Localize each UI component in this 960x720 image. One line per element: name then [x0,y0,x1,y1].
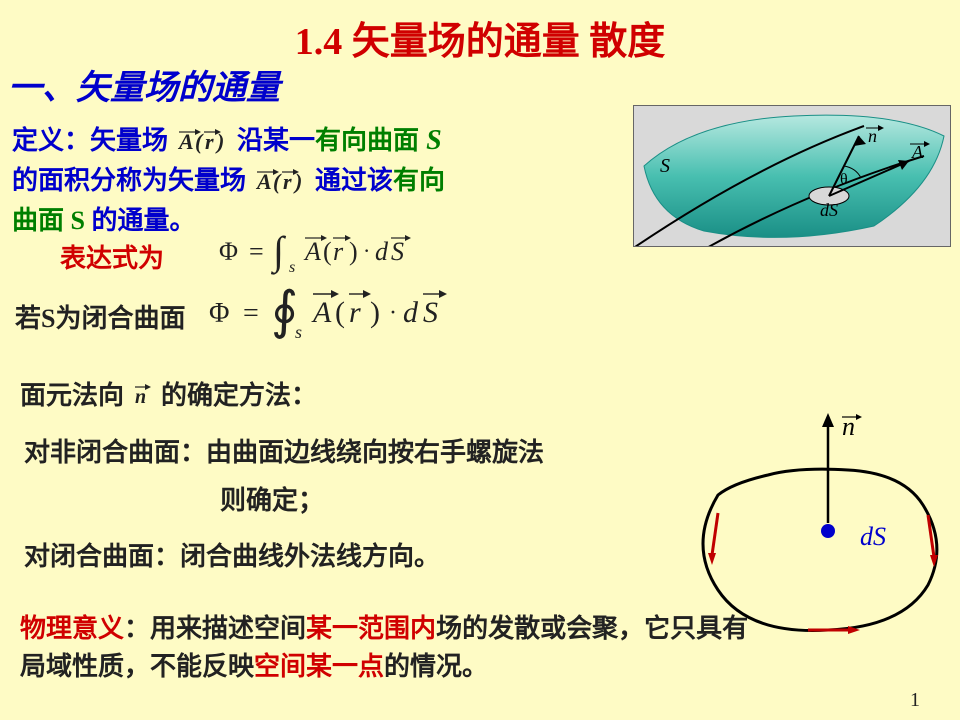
svg-text:S: S [391,237,404,266]
vec-a-r-2: A(r) [253,165,309,202]
normal-method-line: 面元法向 n 的确定方法： [20,375,317,416]
phys-line2c: 的情况。 [384,652,488,681]
page-title: 1.4 矢量场的通量 散度 [0,10,960,65]
fig1-label-n: n [868,126,877,146]
surface-letter-1: S [419,125,442,156]
definition-line-1: 定义：矢量场 A(r) 沿某一有向曲面 S [12,120,442,162]
closed-surface-label: 若S为闭合曲面 [15,298,185,335]
svg-text:A: A [303,237,321,266]
fig1-label-ds: dS [820,200,838,220]
def-prefix: 定义： [12,126,90,155]
fig2-label-ds: dS [860,522,886,551]
def-line2-b: 矢量场 [168,166,246,195]
open-surface-rule-1: 对非闭合曲面：由曲面边线绕向按右手螺旋法 [24,432,544,469]
def-line2-c: 通过该 [315,166,393,195]
flux-closed-integral: Φ = ∮ s A ( r ) · d S [205,280,485,344]
svg-text:S: S [423,296,438,329]
svg-text:r: r [333,237,344,266]
definition-line-3: 曲面 S 的通量。 [12,200,196,237]
svg-text:d: d [375,237,389,266]
def-line1-tail-a: 沿某一 [237,126,315,155]
def-line3-a: 曲面 S [12,206,91,235]
phys-line2b: 空间某一点 [254,652,384,681]
oriented-surface: 有向曲面 [315,126,419,155]
def-line3-c: 通量 [117,206,169,235]
def-line3-b: 的 [91,206,117,235]
def-line3-d: 。 [170,206,196,235]
physical-meaning-line-1: 物理意义：用来描述空间某一范围内场的发散或会聚，它只具有 [20,608,748,645]
phys-t1: 用来描述空间 [150,614,306,643]
open-surface-rule-2: 则确定； [220,480,324,517]
svg-text:Φ: Φ [209,298,229,329]
figure-blob-normal: n dS [678,405,950,645]
svg-text:(: ( [323,237,332,266]
svg-text:(: ( [335,296,345,329]
closed-surface-rule: 对闭合曲面：闭合曲线外法线方向。 [24,536,440,573]
def-line2-a: 的面积分称为 [12,166,168,195]
svg-text:n: n [135,386,146,408]
normal-method-a: 面元法向 [20,381,124,410]
svg-text:·: · [363,238,370,263]
svg-text:∫: ∫ [270,228,287,275]
phys-t2: 某一范围内 [306,614,436,643]
svg-text:=: = [249,237,264,266]
svg-text:=: = [243,298,259,329]
expression-label: 表达式为 [60,238,164,275]
svg-text:s: s [289,259,295,276]
page-number: 1 [910,689,920,712]
fig1-label-s: S [660,155,670,177]
fig1-label-a: A [911,142,924,162]
fig1-label-theta: θ [840,171,848,188]
svg-text:(: ( [195,129,204,154]
svg-text:): ) [293,169,302,194]
flux-open-integral: Φ = ∫ s A ( r ) · d S [215,228,445,276]
svg-text:·: · [389,300,397,326]
svg-text:r: r [205,129,214,154]
svg-text:s: s [295,322,302,342]
svg-text:r: r [349,296,361,329]
svg-text:A: A [311,296,332,329]
phys-line2a: 局域性质，不能反映 [20,652,254,681]
svg-text:A: A [177,129,194,154]
vec-n-inline: n [131,381,155,416]
svg-text:(: ( [273,169,282,194]
def-field-label: 矢量场 [90,126,168,155]
def-line2-d: 有向 [393,166,445,195]
svg-text:): ) [370,296,380,329]
definition-line-2: 的面积分称为矢量场 A(r) 通过该有向 [12,160,445,202]
section-heading: 一、矢量场的通量 [8,60,280,109]
figure-surface-vectors: S dS θ n A [633,105,951,247]
svg-text:): ) [349,237,358,266]
phys-label: 物理意义 [20,614,124,643]
svg-text:A: A [255,169,272,194]
svg-text:): ) [215,129,224,154]
normal-method-b: 的确定方法： [161,381,317,410]
svg-text:Φ: Φ [219,237,238,266]
vec-a-r-1: A(r) [175,125,231,162]
fig2-label-n: n [842,412,855,441]
phys-colon: ： [124,614,150,643]
physical-meaning-line-2: 局域性质，不能反映空间某一点的情况。 [20,646,488,683]
svg-text:r: r [283,169,292,194]
svg-text:d: d [403,296,419,329]
